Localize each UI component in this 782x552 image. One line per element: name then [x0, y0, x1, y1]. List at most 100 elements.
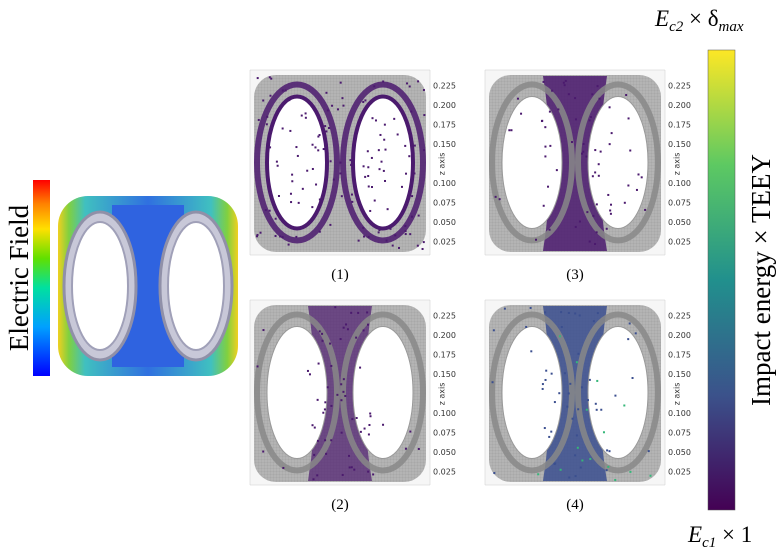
- deposit-speck: [600, 408, 603, 411]
- z-tick-label: 0.175: [433, 351, 456, 360]
- deposit-speck: [370, 156, 373, 159]
- z-tick-label: 0.075: [668, 199, 691, 208]
- deposit-speck: [306, 369, 309, 372]
- deposit-speck: [647, 450, 650, 453]
- deposit-speck: [575, 434, 578, 437]
- deposit-speck: [316, 439, 319, 442]
- panel-label: (1): [331, 267, 349, 283]
- deposit-speck: [602, 431, 605, 434]
- deposit-speck: [284, 89, 287, 92]
- deposit-speck: [380, 160, 383, 163]
- z-tick-label: 0.050: [668, 218, 691, 227]
- deposit-speck: [329, 342, 332, 345]
- deposit-speck: [342, 378, 345, 381]
- deposit-speck: [282, 466, 285, 469]
- deposit-speck: [349, 159, 352, 162]
- deposit-speck: [631, 377, 634, 380]
- z-tick-label: 0.225: [433, 82, 456, 91]
- deposit-speck: [364, 99, 367, 102]
- z-tick-label: 0.050: [433, 448, 456, 457]
- deposit-speck: [405, 172, 408, 175]
- deposit-speck: [389, 227, 392, 230]
- deposit-speck: [324, 125, 327, 128]
- deposit-speck: [351, 418, 354, 421]
- bottom-label: Ec1 × 1: [687, 522, 752, 551]
- deposit-speck: [404, 233, 407, 236]
- deposit-speck: [336, 393, 339, 396]
- deposit-speck: [592, 214, 595, 217]
- deposit-speck: [311, 143, 314, 146]
- top-label: Ec2 × δmax: [654, 6, 744, 35]
- deposit-speck: [366, 150, 369, 153]
- deposit-speck: [610, 132, 613, 135]
- z-tick-label: 0.100: [433, 409, 456, 418]
- deposit-speck: [355, 336, 358, 339]
- deposit-speck: [568, 476, 571, 479]
- deposit-speck: [350, 466, 353, 469]
- deposit-speck: [607, 193, 610, 196]
- deposit-speck: [628, 322, 631, 325]
- cavity-field-image: [58, 196, 238, 376]
- deposit-speck: [373, 85, 376, 88]
- deposit-speck: [567, 392, 570, 395]
- deposit-speck: [359, 116, 362, 119]
- deposit-speck: [384, 179, 387, 182]
- z-tick-label: 0.100: [668, 179, 691, 188]
- deposit-speck: [314, 146, 317, 149]
- deposit-speck: [378, 227, 381, 230]
- deposit-speck: [595, 231, 598, 234]
- z-tick-label: 0.225: [433, 312, 456, 321]
- deposit-speck: [326, 109, 329, 112]
- deposit-speck: [274, 234, 277, 237]
- deposit-speck: [300, 114, 303, 117]
- deposit-speck: [318, 230, 321, 233]
- z-axis-title: z axis: [673, 383, 682, 406]
- deposit-speck: [262, 329, 265, 332]
- deposit-speck: [421, 247, 424, 250]
- deposit-speck: [503, 307, 506, 310]
- deposit-speck: [553, 401, 556, 404]
- deposit-speck: [574, 97, 577, 100]
- deposit-speck: [306, 169, 309, 172]
- deposit-speck: [560, 311, 563, 314]
- z-tick-label: 0.175: [668, 121, 691, 130]
- deposit-speck: [332, 178, 335, 181]
- deposit-speck: [368, 423, 371, 426]
- deposit-speck: [644, 208, 647, 211]
- deposit-speck: [385, 239, 388, 242]
- deposit-speck: [560, 326, 563, 329]
- deposit-speck: [367, 235, 370, 238]
- deposit-speck: [582, 150, 585, 153]
- deposit-speck: [322, 148, 325, 151]
- deposit-speck: [397, 246, 400, 249]
- deposit-speck: [586, 399, 589, 402]
- deposit-speck: [579, 466, 582, 469]
- deposit-speck: [623, 404, 626, 407]
- deposit-speck: [355, 416, 358, 419]
- deposit-speck: [269, 146, 272, 149]
- deposit-speck: [339, 161, 342, 164]
- z-tick-label: 0.075: [433, 199, 456, 208]
- deposit-speck: [599, 150, 602, 153]
- deposit-speck: [295, 235, 298, 238]
- deposit-speck: [609, 209, 612, 212]
- deposit-speck: [640, 176, 643, 179]
- deposit-speck: [342, 326, 345, 329]
- deposit-speck: [564, 79, 567, 82]
- deposit-speck: [574, 225, 577, 228]
- deposit-speck: [362, 329, 365, 332]
- simulation-panel: 0.225 0.200 0.175 0.150 0.100 0.075 0.050 0.025…: [484, 69, 691, 283]
- deposit-speck: [409, 233, 412, 236]
- deposit-speck: [339, 338, 342, 341]
- deposit-speck: [325, 91, 328, 94]
- deposit-speck: [543, 427, 546, 430]
- teey-colorbar: [707, 49, 736, 511]
- deposit-speck: [311, 206, 314, 209]
- deposit-speck: [322, 411, 325, 414]
- deposit-speck: [570, 141, 573, 144]
- deposit-speck: [256, 77, 259, 80]
- z-tick-label: 0.075: [668, 429, 691, 438]
- deposit-speck: [417, 214, 420, 217]
- deposit-speck: [342, 104, 345, 107]
- deposit-speck: [270, 77, 273, 80]
